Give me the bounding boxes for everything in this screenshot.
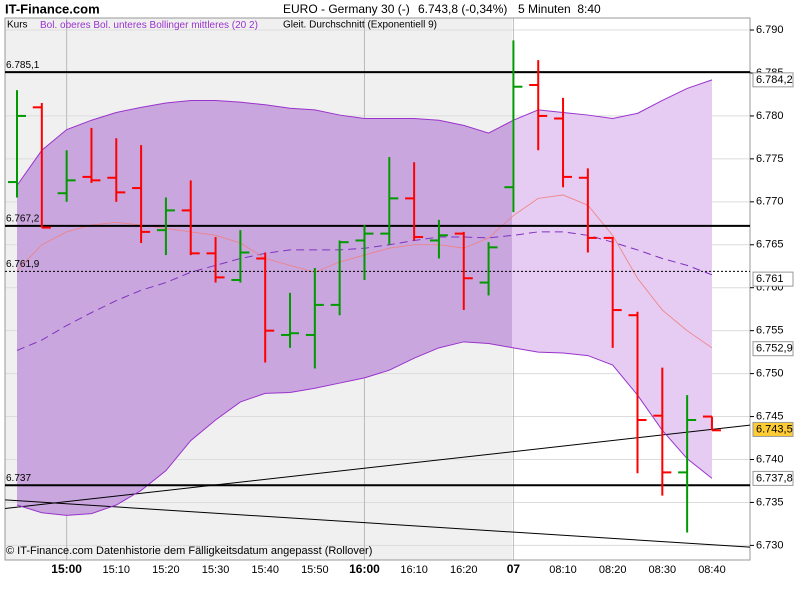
last-value-label: 6.784,2: [756, 74, 793, 86]
x-tick-label: 16:20: [450, 564, 478, 576]
x-tick-label: 08:10: [549, 564, 577, 576]
y-tick-label: 6.780: [756, 110, 784, 122]
instrument: EURO - Germany 30 (-): [283, 2, 410, 16]
series-line: [16, 341, 713, 516]
y-tick-label: 6.775: [756, 153, 784, 165]
series-line: [16, 79, 713, 186]
y-tick-label: 6.790: [756, 24, 784, 36]
footer: © IT-Finance.com Datenhistorie dem Fälli…: [6, 545, 372, 557]
legend-entry: Bol. oberes: [40, 20, 91, 31]
level-label: 6.761,9: [6, 259, 40, 270]
y-tick-label: 6.770: [756, 196, 784, 208]
quote: 6.743,8 (-0,34%): [418, 2, 507, 16]
last-value-box: [752, 421, 794, 437]
x-tick-label: 15:10: [103, 564, 131, 576]
x-tick-label: 07: [507, 562, 521, 576]
x-tick-label: 15:50: [301, 564, 329, 576]
last-value-label: 6.752,9: [756, 343, 793, 355]
plot-frame: [4, 17, 751, 561]
site-title: IT-Finance.com: [5, 1, 100, 16]
x-tick-label: 08:40: [698, 564, 726, 576]
y-tick-label: 6.730: [756, 539, 784, 551]
level-label: 6.785,1: [6, 60, 40, 71]
level-label: 6.737: [6, 473, 31, 484]
y-tick-label: 6.735: [756, 496, 784, 508]
last-value-box: [752, 470, 794, 486]
trendline: [5, 424, 750, 509]
level-label: 6.767,2: [6, 214, 40, 225]
legend-entry: Kurs: [7, 20, 28, 31]
x-tick-label: 08:30: [649, 564, 677, 576]
legend-entry: Gleit. Durchschnitt (Exponentiell 9): [283, 20, 437, 31]
y-tick-label: 6.745: [756, 410, 784, 422]
legend-entry: Bol. unteres: [93, 20, 146, 31]
x-tick-label: 16:00: [349, 562, 380, 576]
x-tick-label: 16:10: [400, 564, 428, 576]
x-tick-label: 15:30: [202, 564, 230, 576]
trendline: [5, 499, 750, 548]
legend: Bol. oberes Bol. unteres Bollinger mittl…: [40, 20, 258, 31]
y-tick-label: 6.750: [756, 368, 784, 380]
x-tick-label: 08:20: [599, 564, 627, 576]
x-tick-label: 15:20: [152, 564, 180, 576]
last-value-box: [752, 72, 794, 88]
interval: 5 Minuten 8:40: [518, 2, 601, 16]
last-value-label: 6.761: [756, 273, 784, 285]
y-tick-label: 6.765: [756, 239, 784, 251]
last-value-label: 6.743,5: [756, 423, 793, 435]
legend-entry: Bollinger mittleres (20 2): [150, 20, 258, 31]
y-tick-label: 6.740: [756, 453, 784, 465]
x-tick-label: 15:00: [51, 562, 82, 576]
y-tick-label: 6.755: [756, 325, 784, 337]
last-value-box: [752, 341, 794, 357]
x-tick-label: 15:40: [251, 564, 279, 576]
last-value-label: 6.737,8: [756, 472, 793, 484]
last-value-box: [752, 271, 794, 287]
